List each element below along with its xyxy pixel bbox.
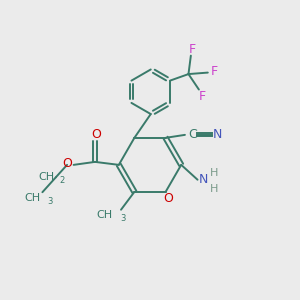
Text: O: O: [164, 192, 173, 205]
Text: 2: 2: [60, 176, 65, 185]
Text: H: H: [210, 168, 218, 178]
Text: 3: 3: [120, 214, 126, 223]
Text: N: N: [212, 128, 222, 141]
Text: O: O: [62, 157, 72, 170]
Text: H: H: [210, 184, 218, 194]
Text: F: F: [189, 43, 196, 56]
Text: CH: CH: [38, 172, 54, 182]
Text: F: F: [198, 90, 206, 103]
Text: CH: CH: [25, 193, 41, 203]
Text: O: O: [92, 128, 101, 141]
Text: 3: 3: [47, 196, 52, 206]
Text: N: N: [199, 173, 208, 186]
Text: C: C: [188, 128, 197, 141]
Text: F: F: [211, 64, 218, 78]
Text: CH: CH: [97, 210, 113, 220]
